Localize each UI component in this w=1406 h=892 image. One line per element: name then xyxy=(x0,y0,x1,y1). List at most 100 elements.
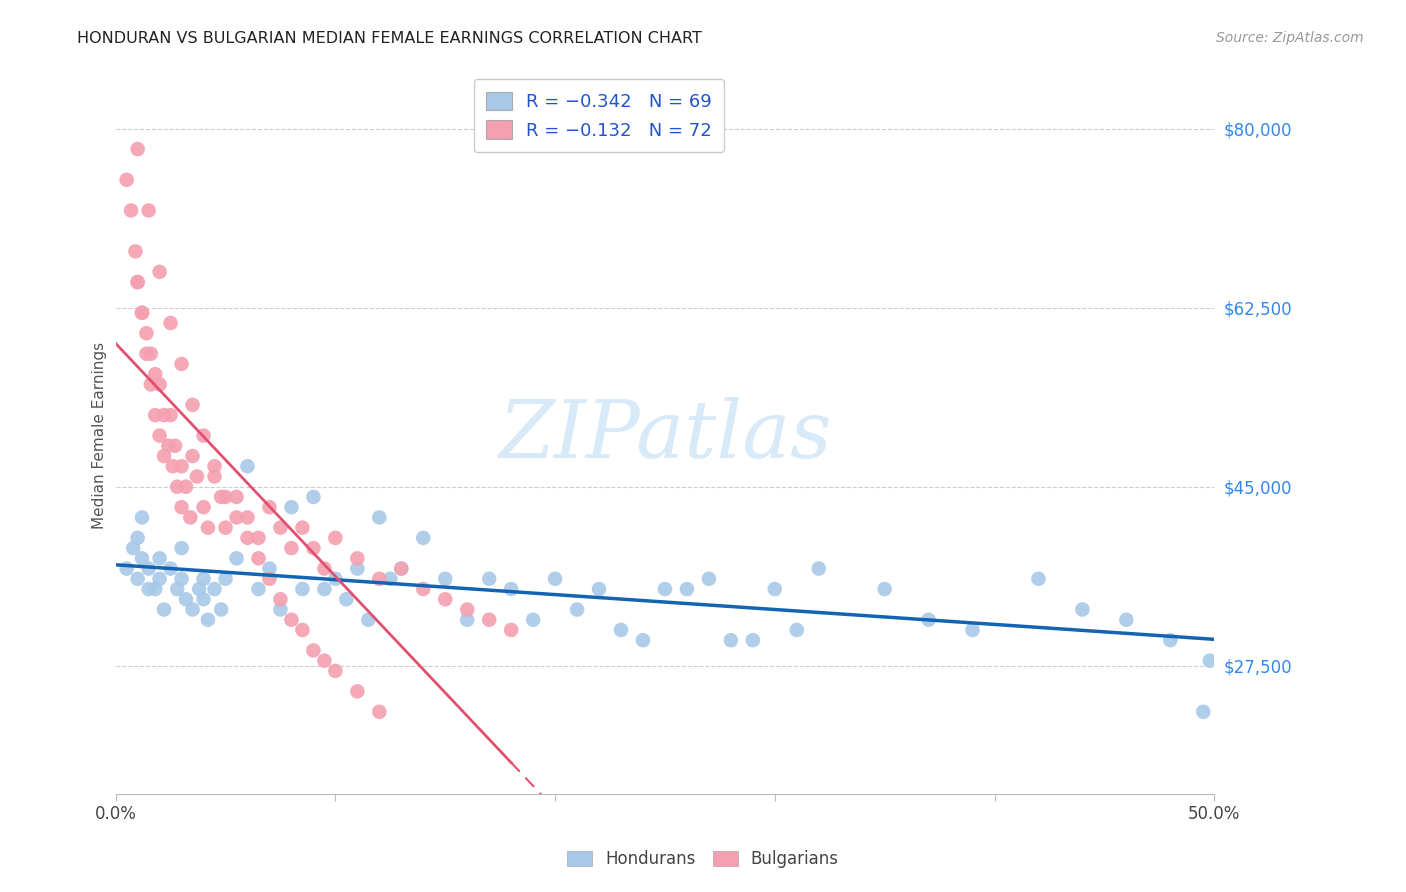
Point xyxy=(412,582,434,596)
Point xyxy=(188,582,211,596)
Point xyxy=(204,469,226,483)
Point xyxy=(153,408,176,422)
Point xyxy=(143,408,166,422)
Legend: Hondurans, Bulgarians: Hondurans, Bulgarians xyxy=(561,844,845,875)
Point xyxy=(135,347,157,361)
Point xyxy=(325,531,347,545)
Point xyxy=(115,561,138,575)
Point xyxy=(280,500,302,515)
Point xyxy=(166,582,188,596)
Point xyxy=(193,428,215,442)
Point xyxy=(314,582,336,596)
Point xyxy=(501,582,523,596)
Point xyxy=(170,541,193,555)
Point xyxy=(193,500,215,515)
Point xyxy=(335,592,357,607)
Point xyxy=(873,582,896,596)
Point xyxy=(807,561,830,575)
Point xyxy=(247,582,270,596)
Point xyxy=(122,541,145,555)
Point xyxy=(225,490,247,504)
Point xyxy=(280,613,302,627)
Point xyxy=(163,439,186,453)
Point xyxy=(368,572,391,586)
Point xyxy=(143,582,166,596)
Point xyxy=(139,377,162,392)
Point xyxy=(170,459,193,474)
Point xyxy=(501,623,523,637)
Point xyxy=(193,592,215,607)
Y-axis label: Median Female Earnings: Median Female Earnings xyxy=(93,342,107,529)
Point xyxy=(280,541,302,555)
Point xyxy=(1115,613,1137,627)
Point xyxy=(259,561,281,575)
Text: HONDURAN VS BULGARIAN MEDIAN FEMALE EARNINGS CORRELATION CHART: HONDURAN VS BULGARIAN MEDIAN FEMALE EARN… xyxy=(77,31,702,46)
Point xyxy=(225,551,247,566)
Point xyxy=(115,173,138,187)
Point xyxy=(153,602,176,616)
Point xyxy=(209,490,232,504)
Point xyxy=(478,572,501,586)
Point xyxy=(389,561,412,575)
Point xyxy=(214,572,236,586)
Point xyxy=(204,459,226,474)
Point xyxy=(143,367,166,381)
Point xyxy=(412,531,434,545)
Point xyxy=(181,398,204,412)
Point xyxy=(917,613,939,627)
Point xyxy=(197,521,219,535)
Point xyxy=(368,510,391,524)
Point xyxy=(127,531,149,545)
Point xyxy=(302,490,325,504)
Point xyxy=(763,582,786,596)
Point xyxy=(174,480,197,494)
Point xyxy=(197,613,219,627)
Point xyxy=(478,613,501,627)
Point xyxy=(325,572,347,586)
Point xyxy=(166,480,188,494)
Point xyxy=(631,633,654,648)
Point xyxy=(786,623,808,637)
Point xyxy=(588,582,610,596)
Point xyxy=(138,203,160,218)
Point xyxy=(269,521,291,535)
Point xyxy=(170,572,193,586)
Point xyxy=(314,654,336,668)
Point xyxy=(159,408,181,422)
Point xyxy=(269,602,291,616)
Point xyxy=(131,306,153,320)
Point xyxy=(181,602,204,616)
Point xyxy=(1028,572,1050,586)
Point xyxy=(741,633,763,648)
Point xyxy=(179,510,201,524)
Point xyxy=(291,582,314,596)
Point xyxy=(247,531,270,545)
Point xyxy=(610,623,633,637)
Point xyxy=(170,500,193,515)
Point xyxy=(162,459,184,474)
Point xyxy=(138,561,160,575)
Point xyxy=(214,490,236,504)
Point xyxy=(544,572,567,586)
Point xyxy=(962,623,984,637)
Point xyxy=(434,592,457,607)
Point xyxy=(120,203,142,218)
Point xyxy=(720,633,742,648)
Point xyxy=(131,551,153,566)
Point xyxy=(346,551,368,566)
Legend: R = −0.342   N = 69, R = −0.132   N = 72: R = −0.342 N = 69, R = −0.132 N = 72 xyxy=(474,79,724,153)
Point xyxy=(346,561,368,575)
Text: Source: ZipAtlas.com: Source: ZipAtlas.com xyxy=(1216,31,1364,45)
Point xyxy=(565,602,588,616)
Point xyxy=(697,572,720,586)
Point xyxy=(153,449,176,463)
Point xyxy=(135,326,157,341)
Point xyxy=(127,275,149,289)
Point xyxy=(127,572,149,586)
Point xyxy=(302,643,325,657)
Point xyxy=(368,705,391,719)
Point xyxy=(149,265,172,279)
Point xyxy=(380,572,402,586)
Point xyxy=(186,469,208,483)
Point xyxy=(131,306,153,320)
